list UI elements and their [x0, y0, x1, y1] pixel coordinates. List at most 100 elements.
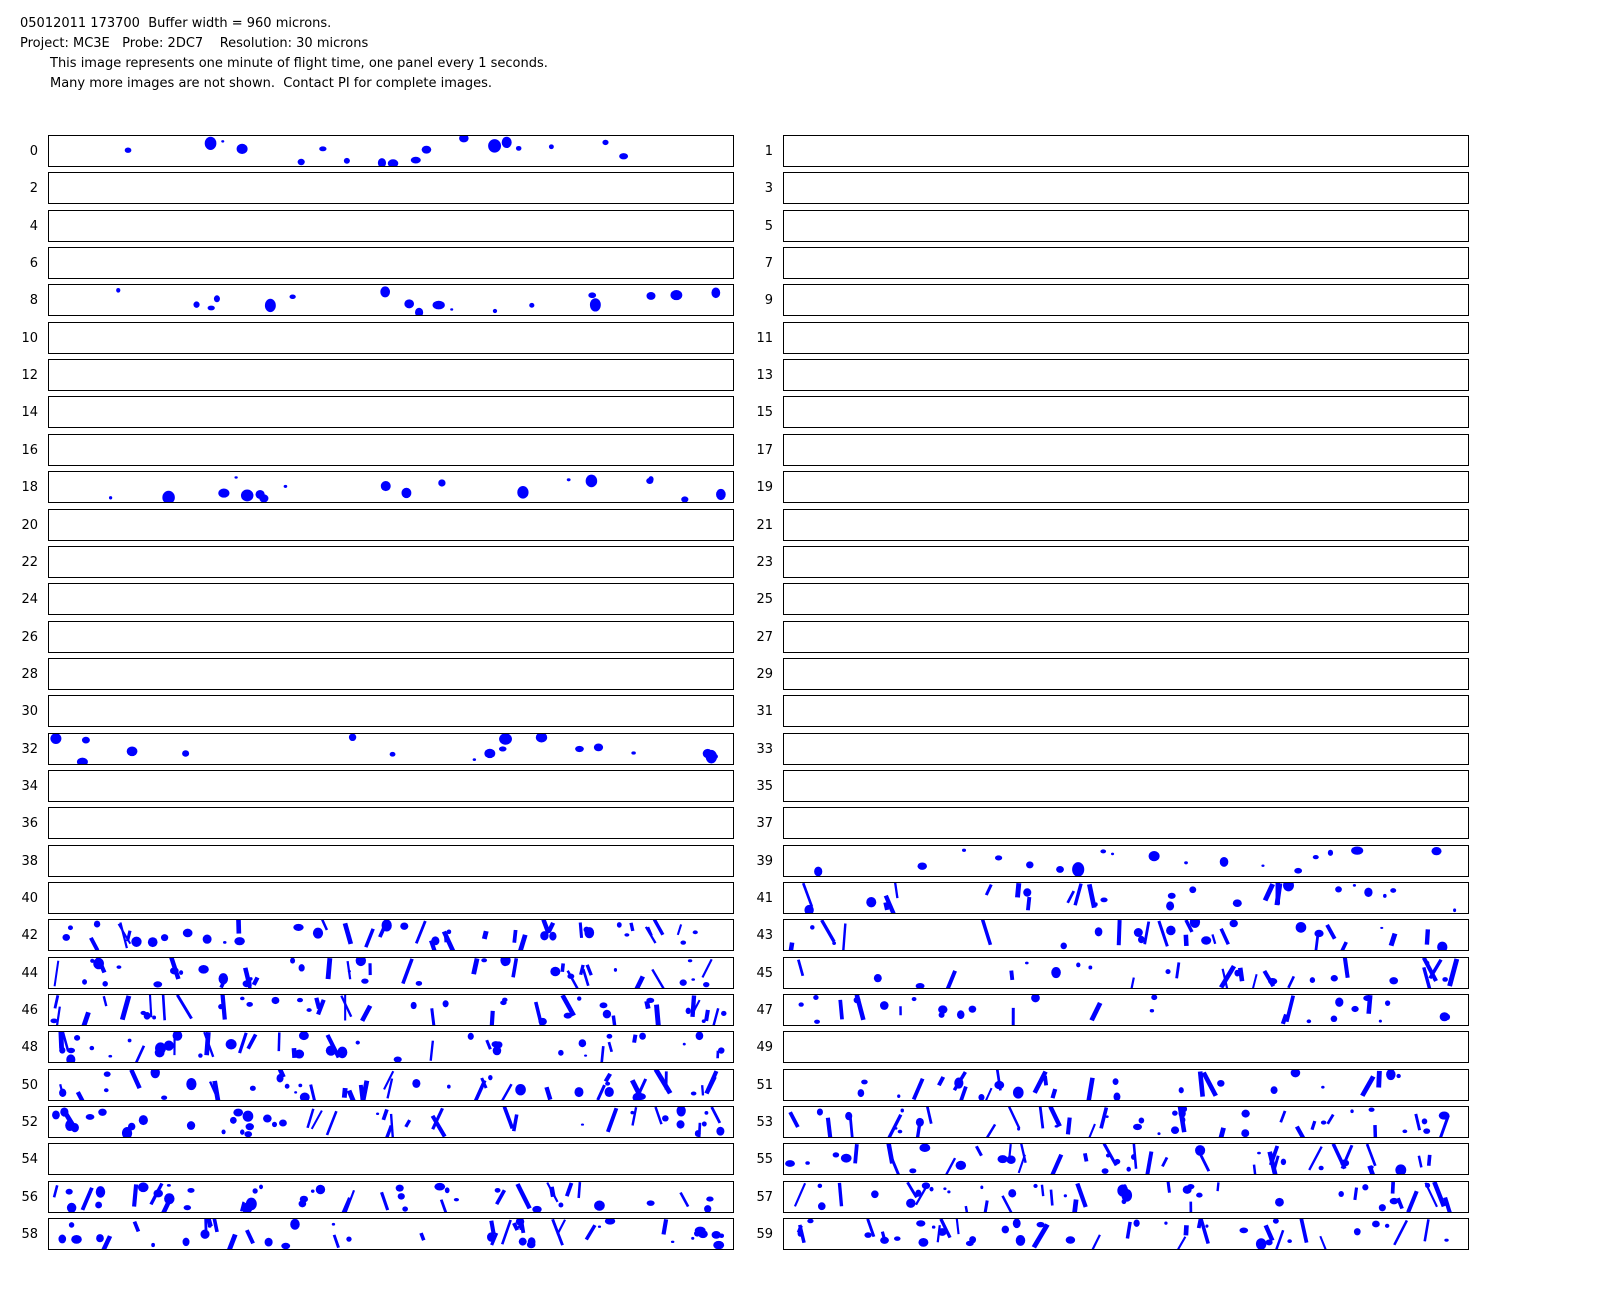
drop-particle	[1295, 922, 1307, 934]
particle-panel	[783, 1218, 1469, 1251]
drop-particle	[484, 748, 496, 758]
needle-particle	[277, 1069, 286, 1078]
drop-particle	[137, 1182, 149, 1192]
drop-particle	[816, 1108, 823, 1116]
panel-label: 2	[29, 181, 38, 197]
drop-particle	[807, 1219, 814, 1224]
drop-particle	[432, 301, 445, 310]
particle-panel	[783, 657, 1469, 690]
particle-panel	[783, 1180, 1469, 1213]
drop-particle	[116, 965, 122, 969]
drop-particle	[1431, 846, 1442, 855]
panel-label: 44	[21, 965, 38, 981]
needle-particle	[342, 923, 354, 945]
needle-particle	[245, 1229, 255, 1245]
particle-panel	[783, 844, 1469, 877]
needle-particle	[500, 1083, 513, 1100]
needle-particle	[340, 995, 353, 1018]
needle-particle	[820, 920, 836, 943]
drop-particle	[602, 1009, 612, 1019]
particle-image	[50, 995, 727, 1026]
drop-particle	[290, 1219, 300, 1230]
needle-particle	[310, 1110, 323, 1130]
drop-particle	[1275, 1197, 1284, 1207]
drop-particle	[919, 1144, 931, 1153]
particle-panel	[48, 545, 734, 578]
drop-particle	[1113, 1092, 1121, 1100]
drop-particle	[263, 1114, 272, 1123]
needle-particle	[1396, 1197, 1404, 1209]
panel-label: 37	[756, 816, 773, 832]
needle-particle	[401, 958, 414, 984]
needle-particle	[383, 1070, 395, 1090]
needle-particle	[596, 1084, 606, 1100]
drop-particle	[915, 1189, 922, 1197]
needle-particle	[511, 1114, 519, 1132]
drop-particle	[1132, 1123, 1143, 1131]
drop-particle	[574, 1086, 584, 1097]
drop-particle	[931, 1225, 936, 1229]
drop-particle	[198, 964, 209, 974]
needle-particle	[1116, 920, 1122, 946]
panel-label: 18	[21, 480, 38, 496]
drop-particle	[1380, 927, 1384, 930]
needle-particle	[1015, 883, 1022, 898]
needle-particle	[148, 995, 153, 1018]
drop-particle	[348, 733, 357, 741]
drop-particle	[1294, 867, 1303, 874]
drop-particle	[909, 1168, 917, 1174]
drop-particle	[108, 1055, 113, 1058]
needle-particle	[119, 995, 132, 1021]
particle-panel	[783, 433, 1469, 466]
drop-particle	[1184, 860, 1188, 864]
panel-label: 20	[21, 517, 38, 533]
needle-particle	[701, 958, 713, 978]
drop-particle	[204, 136, 217, 150]
needle-particle	[1326, 1113, 1335, 1125]
needle-particle	[485, 1040, 492, 1051]
needle-particle	[1197, 1071, 1205, 1097]
panel-label: 28	[21, 666, 38, 682]
needle-particle	[389, 1113, 394, 1138]
drop-particle	[845, 1111, 853, 1121]
particle-panel	[783, 359, 1469, 392]
needle-particle	[80, 1186, 94, 1211]
drop-particle	[444, 1187, 450, 1194]
drop-particle	[938, 1005, 948, 1014]
drop-particle	[166, 1183, 171, 1187]
drop-particle	[1369, 1166, 1374, 1170]
drop-particle	[1219, 856, 1229, 867]
drop-particle	[66, 1202, 77, 1212]
panel-label: 51	[756, 1077, 773, 1093]
drop-particle	[325, 1045, 337, 1057]
drop-particle	[1149, 1009, 1155, 1013]
drop-particle	[1444, 1238, 1449, 1242]
drop-particle	[1121, 1198, 1127, 1204]
needle-particle	[1157, 920, 1169, 948]
needle-particle	[1032, 1070, 1048, 1094]
drop-particle	[1437, 941, 1448, 951]
needle-particle	[204, 1219, 208, 1237]
drop-particle	[494, 1187, 501, 1193]
drop-particle	[840, 1154, 852, 1164]
needle-particle	[1085, 1123, 1096, 1138]
drop-particle	[1423, 1128, 1431, 1135]
needle-particle	[1406, 1190, 1419, 1212]
particle-panel	[48, 396, 734, 429]
needle-particle	[502, 1107, 515, 1130]
drop-particle	[103, 1088, 109, 1092]
particle-panel	[48, 732, 734, 765]
particle-image	[785, 1144, 1432, 1175]
drop-particle	[917, 862, 927, 870]
drop-particle	[1012, 1219, 1021, 1229]
drop-particle	[1060, 942, 1067, 950]
drop-particle	[604, 1086, 614, 1097]
drop-particle	[346, 1236, 352, 1242]
drop-particle	[131, 936, 142, 948]
needle-particle	[906, 1181, 918, 1198]
drop-particle	[1290, 1069, 1301, 1078]
needle-particle	[1143, 921, 1151, 945]
drop-particle	[95, 1201, 103, 1209]
drop-particle	[161, 1095, 168, 1100]
